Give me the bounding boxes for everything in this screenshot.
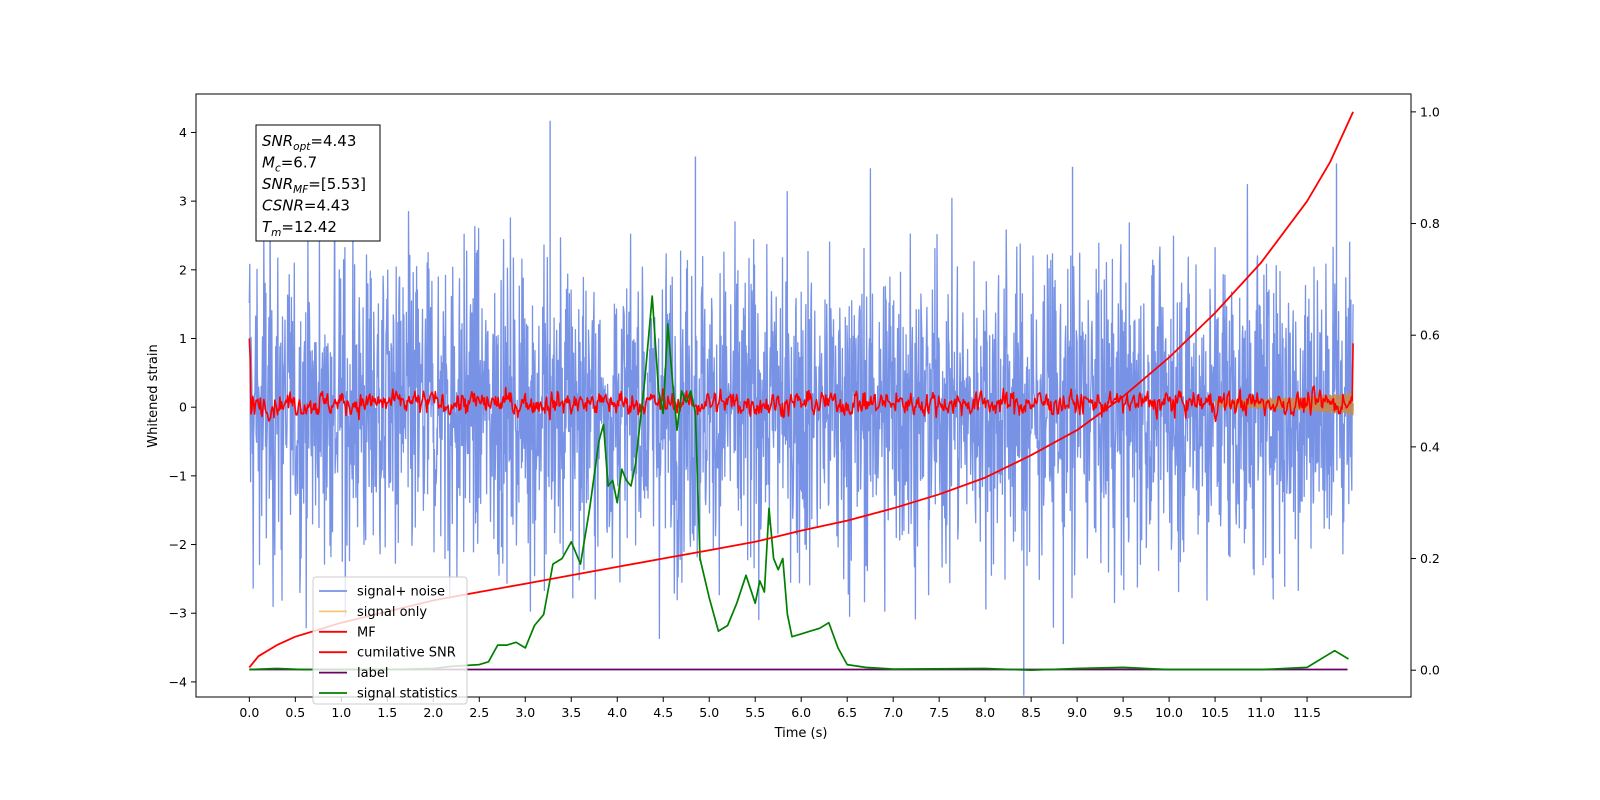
info-box-frame	[255, 124, 381, 242]
y-tick-label: 2	[179, 262, 187, 277]
x-tick-label: 6.0	[791, 705, 811, 720]
y-tick-label: −4	[169, 674, 187, 689]
axes: 0.0 0.5 1.0 1.5 2.0 2.5 3.0 3.5 4.0 4.5 5.0 5.5 6.0 6…	[169, 93, 1440, 720]
x-tick-label: 10.0	[1155, 705, 1183, 720]
y2-tick-label: 0.6	[1420, 328, 1440, 343]
x-tick-label: 9.5	[1113, 705, 1133, 720]
y-tick-label: 3	[179, 194, 187, 209]
legend: signal+ noise signal only MF cumilative SNR…	[312, 576, 468, 705]
x-tick-label: 7.0	[883, 705, 903, 720]
info-line: SNRMF=[5.53]	[262, 175, 366, 196]
x-tick-label: 7.5	[929, 705, 949, 720]
series-signal-statistics-line	[249, 295, 1349, 672]
x-tick-label: 10.5	[1201, 705, 1229, 720]
x-tick-label: 3.0	[515, 705, 535, 720]
x-tick-label: 6.5	[837, 705, 857, 720]
y2-tick-label: 0.4	[1420, 439, 1440, 454]
y-tick-label: −3	[169, 606, 187, 621]
series-signal-noise-line	[248, 168, 1354, 640]
x-tick-label: 1.5	[377, 705, 397, 720]
y-tick-label: −1	[169, 468, 187, 483]
info-line: CSNR=4.43	[262, 197, 350, 215]
info-line: Mc=6.7	[262, 154, 317, 175]
series-mf-line	[248, 338, 1354, 423]
x-tick-label: 11.0	[1247, 705, 1275, 720]
x-tick-label: 8.0	[975, 705, 995, 720]
x-tick-label: 9.0	[1067, 705, 1087, 720]
x-tick-label: 8.5	[1021, 705, 1041, 720]
legend-label: label	[357, 666, 388, 681]
x-tick-label: 3.5	[561, 705, 581, 720]
y2-tick-label: 0.2	[1420, 551, 1440, 566]
y-axis-label: Whitened strain	[146, 344, 161, 447]
x-tick-label: 0.5	[285, 705, 305, 720]
y-tick-label: 4	[179, 125, 187, 140]
y-tick-label: −2	[169, 537, 187, 552]
x-tick-label: 5.5	[745, 705, 765, 720]
y-tick-label: 1	[179, 331, 187, 346]
legend-label: cumilative SNR	[357, 646, 456, 661]
y2-tick-label: 1.0	[1420, 104, 1440, 119]
y2-tick-label: 0.8	[1420, 216, 1440, 231]
x-tick-label: 11.5	[1293, 705, 1321, 720]
x-tick-label: 4.0	[607, 705, 627, 720]
axes-frame	[195, 93, 1412, 698]
x-tick-label: 1.0	[331, 705, 351, 720]
legend-label: MF	[357, 625, 376, 640]
x-tick-label: 4.5	[653, 705, 673, 720]
y-tick-label: 0	[179, 400, 187, 415]
x-axis-label: Time (s)	[774, 726, 828, 741]
legend-label: signal only	[357, 605, 427, 620]
x-tick-label: 2.5	[469, 705, 489, 720]
info-line: SNRopt=4.43	[262, 132, 356, 153]
x-tick-label: 0.0	[239, 705, 259, 720]
legend-label: signal+ noise	[357, 585, 445, 600]
info-line: Tm=12.42	[262, 218, 337, 239]
y2-tick-label: 0.0	[1420, 663, 1440, 678]
legend-frame	[312, 576, 468, 705]
x-tick-label: 2.0	[423, 705, 443, 720]
x-tick-label: 5.0	[699, 705, 719, 720]
legend-label: signal statistics	[357, 687, 458, 702]
